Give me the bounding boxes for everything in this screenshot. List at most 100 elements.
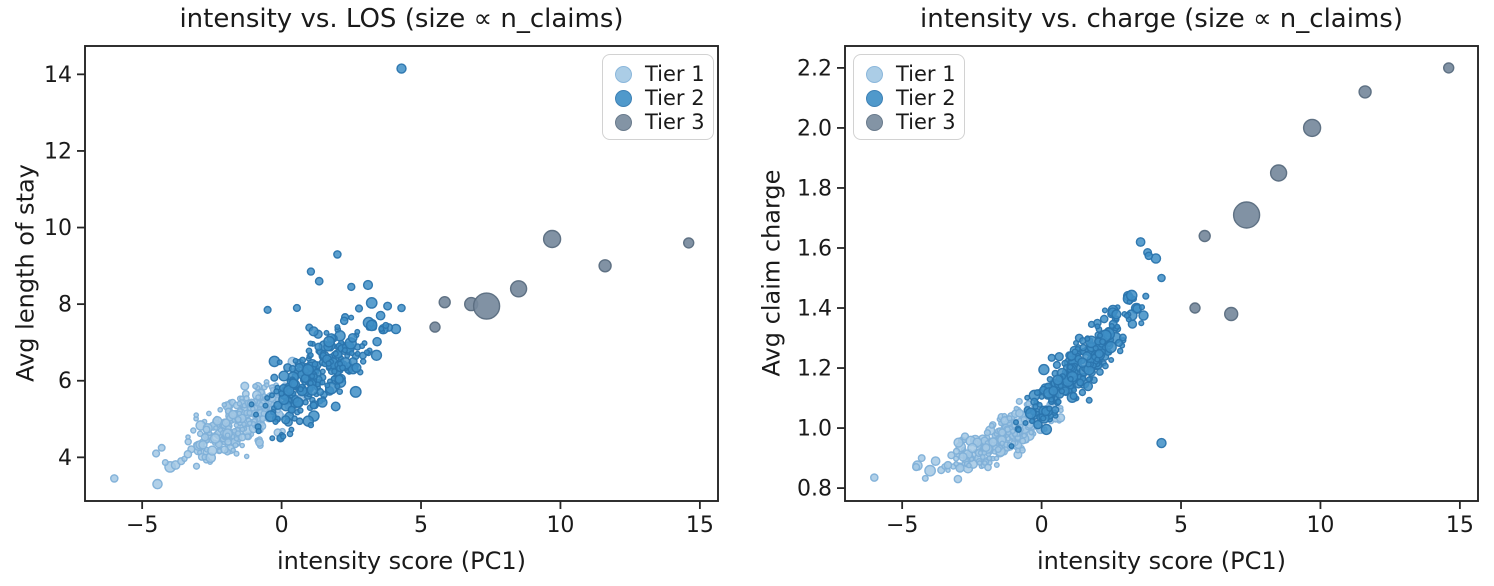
scatter-point — [921, 474, 929, 482]
tier2-points — [1008, 237, 1167, 450]
scatter-point — [1087, 320, 1096, 329]
y-tick-label: 1.6 — [797, 236, 832, 261]
scatter-point — [988, 437, 998, 447]
scatter-point — [930, 456, 941, 466]
scatter-point — [228, 409, 238, 420]
scatter-point — [1114, 323, 1121, 330]
scatter-point — [1302, 118, 1322, 138]
scatter-point — [269, 435, 276, 442]
axes-los: −5 0 5 10 15 4 6 8 10 12 14 — [44, 63, 714, 538]
scatter-point — [375, 310, 386, 321]
scatter-point — [981, 460, 988, 466]
scatter-point — [192, 462, 201, 470]
scatter-point — [348, 350, 355, 357]
scatter-point — [958, 452, 968, 462]
scatter-point — [1094, 349, 1104, 359]
scatter-point — [1058, 388, 1066, 395]
scatter-point — [236, 410, 243, 417]
scatter-point — [297, 407, 304, 414]
scatter-point — [1142, 292, 1150, 300]
scatter-point — [292, 396, 304, 408]
scatter-point — [270, 373, 279, 382]
scatter-point — [993, 462, 1000, 468]
y-axis-label-charge: Avg claim charge — [757, 169, 786, 377]
scatter-point — [1114, 338, 1124, 347]
scatter-point — [202, 425, 211, 434]
scatter-point — [365, 297, 378, 309]
scatter-point — [268, 392, 276, 399]
scatter-point — [233, 435, 240, 442]
scatter-point — [309, 373, 316, 380]
scatter-point — [330, 401, 341, 412]
legend-right-panel: Tier 1 Tier 2 Tier 3 — [853, 54, 965, 140]
scatter-point — [262, 402, 269, 409]
scatter-point — [943, 460, 953, 470]
y-tick-label: 1.0 — [797, 417, 832, 442]
scatter-point — [1085, 376, 1092, 383]
scatter-point — [190, 427, 197, 434]
scatter-point — [110, 474, 119, 483]
scatter-point — [220, 445, 229, 454]
scatter-point — [332, 350, 339, 357]
scatter-point — [967, 442, 978, 454]
scatter-point — [1232, 201, 1261, 229]
legend-left-panel: Tier 1 Tier 2 Tier 3 — [602, 54, 714, 140]
tier3-points — [1189, 62, 1455, 322]
scatter-point — [1046, 405, 1053, 412]
legend-label-tier3: Tier 3 — [645, 110, 705, 134]
scatter-point — [1072, 339, 1080, 347]
scatter-point — [263, 305, 272, 315]
scatter-point — [339, 316, 349, 326]
scatter-point — [397, 303, 406, 313]
scatter-point — [354, 350, 361, 357]
scatter-point — [333, 250, 342, 259]
scatter-point — [1046, 375, 1054, 383]
scatter-point — [234, 415, 242, 424]
scatter-point — [372, 336, 382, 347]
x-axis-label-left: intensity score (PC1) — [276, 547, 527, 575]
scatter-point — [1198, 229, 1211, 243]
scatter-point — [331, 368, 338, 375]
legend-item-tier2: Tier 2 — [866, 86, 956, 110]
y-tick-label: 1.4 — [797, 296, 832, 321]
scatter-point — [306, 267, 316, 276]
scatter-point — [1024, 407, 1037, 420]
scatter-point — [1144, 251, 1154, 261]
scatter-point — [1104, 340, 1117, 354]
scatter-point — [287, 405, 296, 414]
legend-label-tier3: Tier 3 — [896, 110, 956, 134]
y-tick-label: 8 — [58, 293, 72, 318]
x-axis-label-right: intensity score (PC1) — [1036, 547, 1287, 575]
x-tick-label: 15 — [1446, 513, 1474, 538]
scatter-point — [183, 449, 193, 459]
scatter-point — [205, 410, 212, 417]
scatter-point — [297, 386, 304, 393]
scatter-point — [976, 460, 983, 466]
scatter-point — [1095, 368, 1104, 376]
scatter-point — [1269, 164, 1288, 182]
panel-title-los: intensity vs. LOS (size ∝ n_claims) — [179, 4, 624, 34]
scatter-point — [1138, 304, 1146, 311]
scatter-point — [683, 237, 695, 249]
scatter-point — [1014, 447, 1021, 454]
scatter-point — [248, 401, 255, 408]
scatter-point — [1135, 237, 1146, 247]
scatter-point — [325, 360, 332, 367]
scatter-point — [363, 349, 370, 356]
scatter-point — [993, 455, 1000, 462]
scatter-point — [1079, 343, 1088, 352]
scatter-point — [1008, 443, 1015, 450]
scatter-point — [1022, 419, 1029, 427]
scatter-point — [307, 352, 314, 359]
y-tick-label: 6 — [58, 369, 72, 394]
x-tick-label: −5 — [126, 513, 158, 538]
points-los — [110, 63, 695, 490]
scatter-point — [213, 425, 219, 431]
scatter-point — [1138, 310, 1149, 321]
y-tick-label: 2.0 — [797, 116, 832, 141]
scatter-point — [221, 418, 231, 428]
scatter-point — [1012, 419, 1020, 426]
scatter-point — [1101, 362, 1109, 370]
y-tick-label: 2.2 — [797, 56, 832, 81]
scatter-point — [1052, 360, 1062, 370]
